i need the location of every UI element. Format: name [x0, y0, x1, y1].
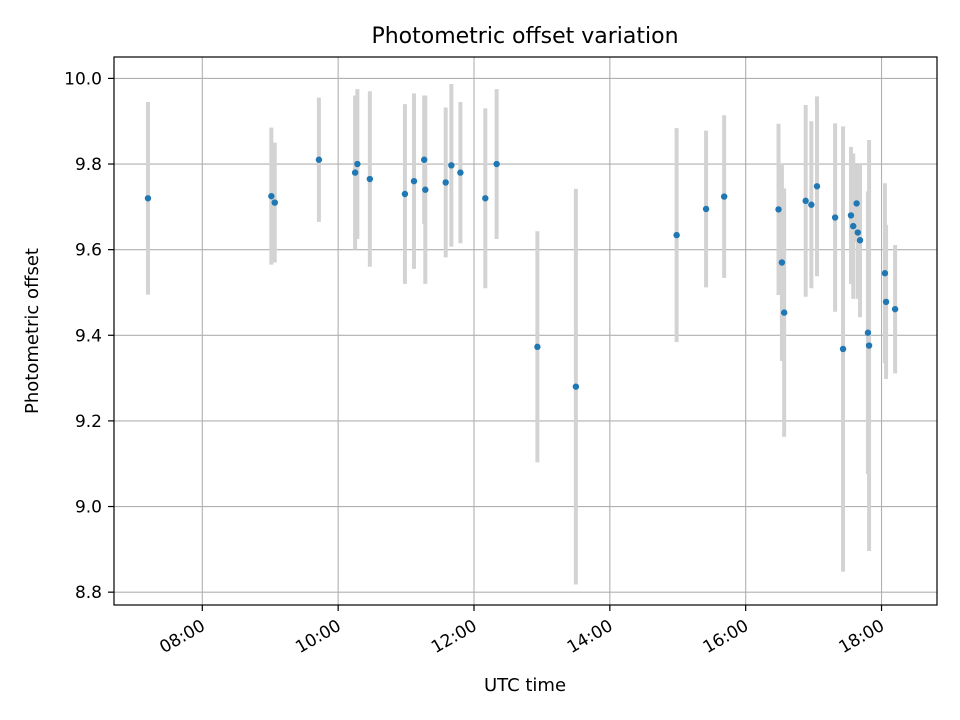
data-point	[420, 156, 428, 163]
data-point	[315, 156, 323, 163]
data-point	[882, 298, 890, 306]
data-point	[775, 206, 782, 213]
data-point	[813, 183, 821, 190]
y-tick-label: 9.6	[75, 241, 102, 261]
data-point	[702, 205, 710, 213]
data-point	[847, 212, 855, 219]
y-tick-label: 10.0	[64, 69, 102, 89]
data-point	[720, 193, 728, 200]
x-axis-label: UTC time	[484, 675, 566, 696]
data-point	[534, 343, 541, 351]
data-point	[853, 200, 860, 207]
data-points	[144, 156, 899, 390]
data-point	[572, 383, 580, 390]
tick-layer: 8.8 9.0 9.2 9.4 9.6 9.8 10.0 08:00 10:00 12:00 14:…	[64, 69, 888, 657]
data-point	[144, 195, 152, 202]
x-tick-label: 14:00	[564, 616, 616, 658]
y-tick-label: 9.0	[75, 498, 102, 518]
error-bars	[145, 83, 898, 585]
data-point	[891, 305, 899, 313]
chart-title: Photometric offset variation	[371, 24, 678, 49]
data-point	[482, 195, 489, 202]
data-point	[808, 201, 815, 208]
data-point	[881, 270, 889, 277]
grid-layer	[114, 57, 937, 605]
data-point	[354, 160, 361, 168]
y-axis-label: Photometric offset	[22, 248, 43, 414]
data-point	[854, 229, 861, 236]
y-tick-label: 9.2	[75, 412, 102, 432]
data-point	[802, 197, 809, 205]
data-point	[850, 222, 857, 230]
plot-frame	[113, 56, 938, 606]
data-point	[351, 169, 359, 176]
data-point	[268, 192, 275, 200]
x-tick-label: 10:00	[292, 616, 344, 658]
x-tick-label: 08:00	[156, 616, 208, 658]
data-point	[493, 160, 500, 168]
data-point	[422, 186, 429, 193]
data-point	[673, 231, 680, 239]
data-point	[780, 309, 788, 316]
data-point	[865, 342, 873, 349]
data-point	[448, 162, 455, 169]
data-point	[778, 259, 786, 266]
data-point	[457, 169, 464, 176]
data-point	[839, 345, 847, 353]
y-tick-label: 8.8	[75, 583, 102, 603]
data-point	[856, 237, 864, 244]
data-point	[366, 175, 374, 183]
data-point	[410, 177, 418, 185]
x-tick-label: 18:00	[836, 616, 888, 658]
data-point	[442, 179, 449, 186]
data-point	[401, 190, 409, 198]
x-tick-label: 12:00	[428, 616, 480, 658]
data-point	[864, 329, 872, 336]
data-point	[271, 199, 278, 206]
y-tick-label: 9.8	[75, 155, 102, 175]
data-point	[831, 214, 839, 221]
y-tick-label: 9.4	[75, 326, 102, 346]
x-tick-label: 16:00	[700, 616, 752, 658]
